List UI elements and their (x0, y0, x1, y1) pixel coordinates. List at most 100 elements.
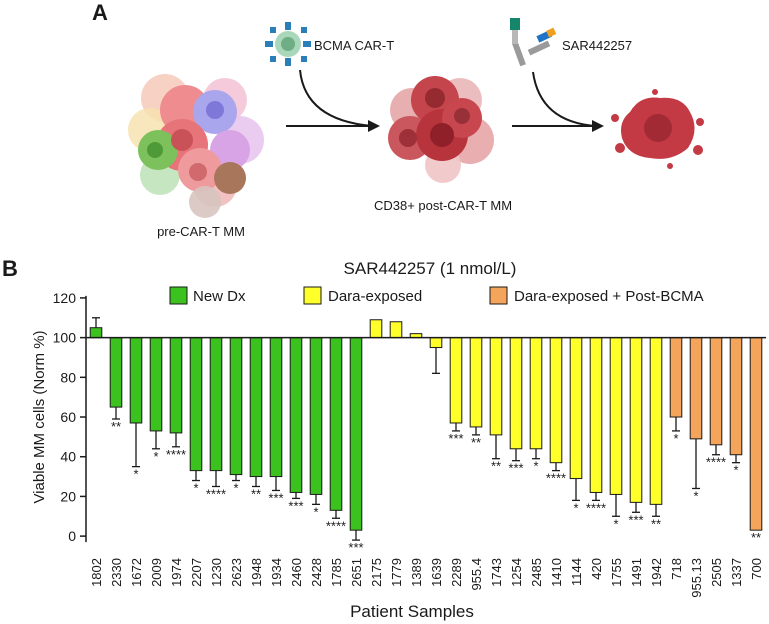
x-axis: 1802 2330 1672 2009 1974 2207 1230 2623 1948 1934… (89, 558, 764, 598)
legend-label-post-bcma: Dara-exposed + Post-BCMA (514, 288, 704, 305)
bar (689, 337, 703, 440)
x-tick-label: 1672 (129, 558, 144, 587)
significance-label: ** (111, 419, 121, 434)
bar (729, 337, 743, 456)
x-tick-label: 1942 (649, 558, 664, 587)
pre-car-t-label: pre-CAR-T MM (157, 224, 245, 239)
legend-swatch-new-dx (169, 286, 188, 305)
x-tick-label: 2485 (529, 558, 544, 587)
x-tick-label: 1254 (509, 558, 524, 587)
significance-label: *** (448, 431, 463, 446)
x-tick-label: 2207 (189, 558, 204, 587)
bar (609, 337, 623, 495)
y-tick-label: 80 (60, 369, 76, 385)
chart-title: SAR442257 (1 nmol/L) (344, 259, 517, 278)
significance-label: *** (348, 540, 363, 555)
x-tick-label: 1934 (269, 558, 284, 587)
x-tick-label: 1948 (249, 558, 264, 587)
significance-label: * (233, 481, 238, 496)
post-car-t-cell-cluster-icon (388, 76, 494, 183)
bar (249, 337, 263, 478)
bar (589, 337, 603, 493)
significance-label: *** (628, 512, 643, 527)
arrow-1-icon (299, 69, 373, 127)
significance-label: ** (751, 530, 761, 545)
significance-label: ** (471, 435, 481, 450)
significance-label: *** (268, 490, 283, 505)
y-axis: 0 20 40 60 80 100 120 (53, 290, 87, 544)
x-tick-label: 2175 (369, 558, 384, 587)
car-t-label: BCMA CAR-T (314, 38, 394, 53)
bar (369, 319, 383, 339)
x-tick-label: 1974 (169, 558, 184, 587)
y-tick-label: 20 (60, 488, 76, 504)
x-tick-label: 1337 (729, 558, 744, 587)
bar (329, 337, 343, 511)
panel-a-label: A (92, 0, 108, 25)
x-tick-label: 1779 (389, 558, 404, 587)
x-tick-label: 2330 (109, 558, 124, 587)
significance-label: * (613, 516, 618, 531)
bar (189, 337, 203, 472)
y-tick-label: 60 (60, 409, 76, 425)
x-tick-label: 1389 (409, 558, 424, 587)
bar (489, 337, 503, 436)
significance-label: ** (251, 486, 261, 501)
significance-label: * (673, 431, 678, 446)
x-tick-label: 1802 (89, 558, 104, 587)
bar (149, 337, 163, 432)
post-car-t-label: CD38+ post-CAR-T MM (374, 198, 512, 213)
x-tick-label: 718 (669, 558, 684, 580)
x-tick-label: 2505 (709, 558, 724, 587)
bar (289, 337, 303, 493)
x-tick-label: 1743 (489, 558, 504, 587)
antibody-icon (510, 18, 557, 67)
significance-label: **** (206, 486, 226, 501)
x-tick-label: 955.4 (469, 558, 484, 591)
bar (649, 337, 663, 505)
drug-label: SAR442257 (562, 38, 632, 53)
legend-swatch-post-bcma (489, 286, 508, 305)
significance-label: * (313, 504, 318, 519)
bar (509, 337, 523, 450)
bar (709, 337, 723, 446)
bar (309, 337, 323, 495)
bar (389, 321, 403, 339)
bar (749, 337, 763, 531)
y-tick-label: 120 (53, 290, 77, 306)
x-tick-label: 1144 (569, 558, 584, 586)
bar (469, 337, 483, 428)
x-tick-label: 2460 (289, 558, 304, 587)
significance-label: **** (326, 518, 346, 533)
x-tick-label: 2428 (309, 558, 324, 587)
significance-label: * (693, 488, 698, 503)
bar (209, 337, 223, 472)
y-tick-label: 40 (60, 449, 76, 465)
legend-label-dara: Dara-exposed (328, 288, 422, 305)
lysed-cell-icon (611, 89, 704, 169)
bar (569, 337, 583, 480)
significance-label: * (193, 481, 198, 496)
significance-label: **** (546, 471, 566, 486)
significance-label: **** (166, 447, 186, 462)
legend: New Dx Dara-exposed Dara-exposed + Post-… (169, 286, 704, 305)
significance-label: * (153, 449, 158, 464)
significance-label: ** (491, 459, 501, 474)
legend-label-new-dx: New Dx (193, 288, 246, 305)
bar (429, 337, 443, 349)
bar (449, 337, 463, 424)
x-tick-label: 955.13 (689, 558, 704, 598)
significance-label: * (573, 500, 578, 515)
x-tick-label: 2651 (349, 558, 364, 587)
y-tick-label: 0 (68, 528, 76, 544)
bar-series: **** ***** **** * ** ****** *********** **** ***… (86, 317, 766, 555)
significance-label: **** (586, 500, 606, 515)
x-tick-label: 1755 (609, 558, 624, 587)
x-tick-label: 1785 (329, 558, 344, 587)
x-tick-label: 2009 (149, 558, 164, 587)
arrow-1-head-icon (368, 120, 380, 132)
legend-swatch-dara (303, 286, 322, 305)
panel-b: B SAR442257 (1 nmol/L) New Dx Dara-expos… (2, 256, 766, 621)
bar (669, 337, 683, 418)
